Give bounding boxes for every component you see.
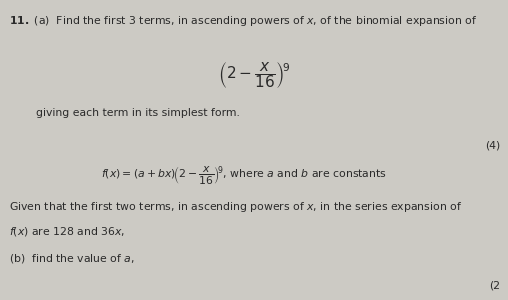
Text: giving each term in its simplest form.: giving each term in its simplest form. [36, 108, 239, 118]
Text: Given that the first two terms, in ascending powers of $x$, in the series expans: Given that the first two terms, in ascen… [9, 200, 462, 214]
Text: $f(x)$ are 128 and 36$x$,: $f(x)$ are 128 and 36$x$, [9, 225, 125, 238]
Text: (b)  find the value of $a$,: (b) find the value of $a$, [9, 252, 135, 265]
Text: $\left(2-\dfrac{x}{16}\right)^{\!9}$: $\left(2-\dfrac{x}{16}\right)^{\!9}$ [218, 60, 290, 90]
Text: (4): (4) [485, 141, 500, 151]
Text: (2: (2 [489, 280, 500, 290]
Text: $f(x) = (a + bx)\!\left(2-\dfrac{x}{16}\right)^{\!9}$, where $a$ and $b$ are con: $f(x) = (a + bx)\!\left(2-\dfrac{x}{16}\… [101, 165, 387, 187]
Text: $\mathbf{11.}$ (a)  Find the first 3 terms, in ascending powers of $x$, of the b: $\mathbf{11.}$ (a) Find the first 3 term… [9, 14, 478, 28]
